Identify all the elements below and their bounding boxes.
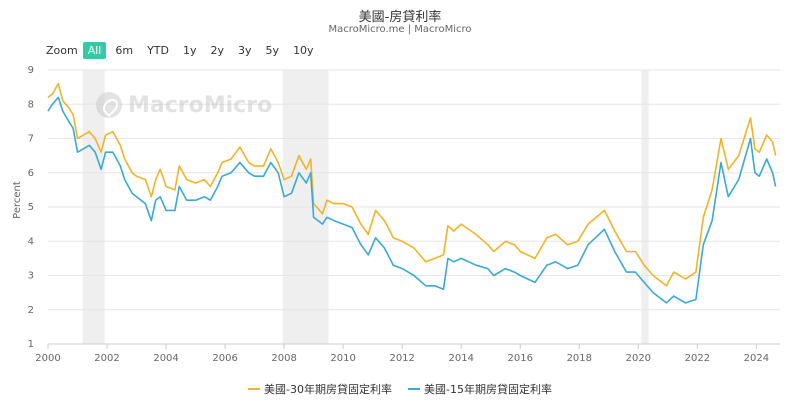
zoom-1y-button[interactable]: 1y bbox=[183, 44, 197, 57]
x-tick-2004: 2004 bbox=[153, 353, 178, 364]
macromicro-logo-icon bbox=[96, 92, 122, 118]
zoom-ytd-button[interactable]: YTD bbox=[147, 44, 169, 57]
y-axis-label: Percent bbox=[12, 181, 23, 219]
x-tick-2000: 2000 bbox=[35, 353, 60, 364]
x-tick-2018: 2018 bbox=[567, 353, 592, 364]
zoom-5y-button[interactable]: 5y bbox=[265, 44, 280, 57]
x-tick-2014: 2014 bbox=[448, 353, 473, 364]
y-tick-7: 7 bbox=[28, 134, 34, 145]
x-tick-2012: 2012 bbox=[389, 353, 414, 364]
x-tick-2016: 2016 bbox=[508, 353, 533, 364]
x-tick-2006: 2006 bbox=[212, 353, 237, 364]
zoom-label: Zoom bbox=[46, 44, 78, 57]
y-tick-4: 4 bbox=[28, 236, 34, 247]
x-tick-labels: 2000 2002 2004 2006 2008 2010 2012 2014 2016 2018… bbox=[35, 344, 769, 364]
series-line-1 bbox=[47, 96, 777, 304]
zoom-2y-button[interactable]: 2y bbox=[210, 44, 225, 57]
legend-swatch-30yr bbox=[248, 388, 261, 390]
y-tick-9: 9 bbox=[28, 65, 34, 76]
y-tick-2: 2 bbox=[28, 305, 34, 316]
series-line-0 bbox=[47, 82, 777, 287]
x-tick-2024: 2024 bbox=[744, 353, 769, 364]
zoom-toolbar: Zoom All 6m YTD 1y 2y 3y 5y 10y bbox=[46, 42, 323, 59]
zoom-10y-button[interactable]: 10y bbox=[293, 44, 314, 57]
y-tick-1: 1 bbox=[28, 339, 34, 350]
x-tick-2002: 2002 bbox=[94, 353, 119, 364]
x-tick-2008: 2008 bbox=[271, 353, 296, 364]
series-lines bbox=[47, 82, 777, 304]
watermark: MacroMicro bbox=[96, 92, 272, 118]
y-tick-8: 8 bbox=[28, 99, 34, 110]
y-tick-6: 6 bbox=[28, 168, 34, 179]
y-tick-5: 5 bbox=[28, 202, 34, 213]
legend-item-15yr[interactable]: 美國-15年期房貸固定利率 bbox=[408, 381, 552, 397]
legend: 美國-30年期房貸固定利率 美國-15年期房貸固定利率 bbox=[0, 381, 800, 397]
zoom-3y-button[interactable]: 3y bbox=[238, 44, 252, 57]
zoom-all-button[interactable]: All bbox=[82, 42, 107, 59]
x-tick-2010: 2010 bbox=[330, 353, 355, 364]
watermark-text: MacroMicro bbox=[128, 92, 273, 118]
x-tick-2020: 2020 bbox=[626, 353, 651, 364]
legend-item-30yr[interactable]: 美國-30年期房貸固定利率 bbox=[248, 381, 392, 397]
y-tick-labels: 1 2 3 4 5 6 7 8 9 bbox=[28, 65, 34, 350]
x-tick-2022: 2022 bbox=[685, 353, 710, 364]
legend-label-30yr: 美國-30年期房貸固定利率 bbox=[264, 383, 392, 396]
chart-subtitle: MacroMicro.me | MacroMicro bbox=[328, 24, 472, 35]
chart-title: 美國-房貸利率 bbox=[358, 10, 442, 25]
zoom-6m-button[interactable]: 6m bbox=[115, 44, 134, 57]
y-tick-3: 3 bbox=[28, 271, 34, 282]
legend-label-15yr: 美國-15年期房貸固定利率 bbox=[424, 383, 552, 396]
legend-swatch-15yr bbox=[408, 388, 420, 390]
